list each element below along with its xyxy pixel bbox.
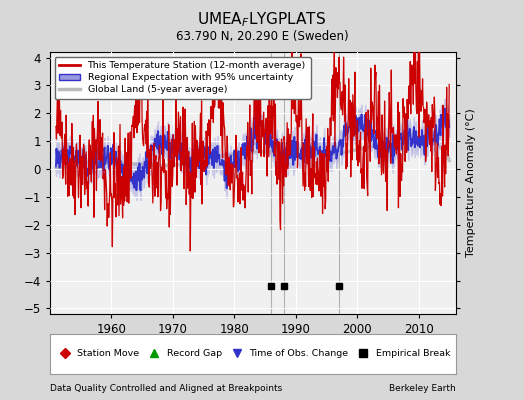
Text: UMEA$_F$LYGPLATS: UMEA$_F$LYGPLATS [198, 10, 326, 29]
Legend: This Temperature Station (12-month average), Regional Expectation with 95% uncer: This Temperature Station (12-month avera… [54, 57, 311, 99]
Text: 63.790 N, 20.290 E (Sweden): 63.790 N, 20.290 E (Sweden) [176, 30, 348, 43]
Text: Berkeley Earth: Berkeley Earth [389, 384, 456, 393]
Text: Data Quality Controlled and Aligned at Breakpoints: Data Quality Controlled and Aligned at B… [50, 384, 282, 393]
Y-axis label: Temperature Anomaly (°C): Temperature Anomaly (°C) [466, 109, 476, 257]
Legend: Station Move, Record Gap, Time of Obs. Change, Empirical Break: Station Move, Record Gap, Time of Obs. C… [52, 347, 453, 361]
